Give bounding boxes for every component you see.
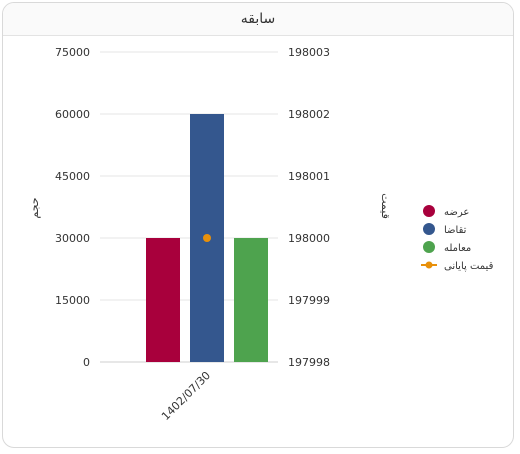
bars [146, 114, 268, 362]
left-tick-label: 15000 [55, 294, 90, 307]
right-tick-label: 198003 [288, 46, 330, 59]
point-قیمت پایانی[interactable] [203, 234, 211, 242]
card-header: سابقه [3, 3, 513, 36]
right-tick-label: 198001 [288, 170, 330, 183]
legend-label: تقاضا [444, 225, 467, 236]
right-tick-label: 197999 [288, 294, 330, 307]
legend-item[interactable]: تقاضا [423, 223, 467, 236]
legend-marker [423, 241, 435, 253]
left-axis-ticks: 0 15000 30000 45000 60000 75000 [55, 46, 90, 369]
left-tick-label: 0 [83, 356, 90, 369]
x-tick-label: 1402/07/30 [159, 369, 213, 423]
card-title: سابقه [240, 11, 276, 27]
left-tick-label: 75000 [55, 46, 90, 59]
right-tick-label: 198000 [288, 232, 330, 245]
legend: عرضه تقاضا معامله قیمت پایانی [421, 205, 494, 272]
line-points [203, 234, 211, 242]
left-axis-title: حجم [28, 197, 41, 218]
legend-label: معامله [444, 243, 471, 254]
right-tick-label: 198002 [288, 108, 330, 121]
left-tick-label: 30000 [55, 232, 90, 245]
left-tick-label: 60000 [55, 108, 90, 121]
legend-item[interactable]: عرضه [423, 205, 469, 218]
legend-point-marker [425, 261, 433, 269]
right-axis-title: قیمت [379, 193, 392, 219]
legend-label: قیمت پایانی [444, 261, 494, 272]
legend-marker [423, 223, 435, 235]
bar-عرضه[interactable] [146, 238, 180, 362]
right-tick-label: 197998 [288, 356, 330, 369]
left-tick-label: 45000 [55, 170, 90, 183]
right-axis-ticks: 197998 197999 198000 198001 198002 198003 [288, 46, 330, 369]
legend-item[interactable]: قیمت پایانی [421, 261, 494, 272]
bar-معامله[interactable] [234, 238, 268, 362]
legend-item[interactable]: معامله [423, 241, 471, 254]
legend-marker [423, 205, 435, 217]
legend-label: عرضه [444, 207, 469, 218]
